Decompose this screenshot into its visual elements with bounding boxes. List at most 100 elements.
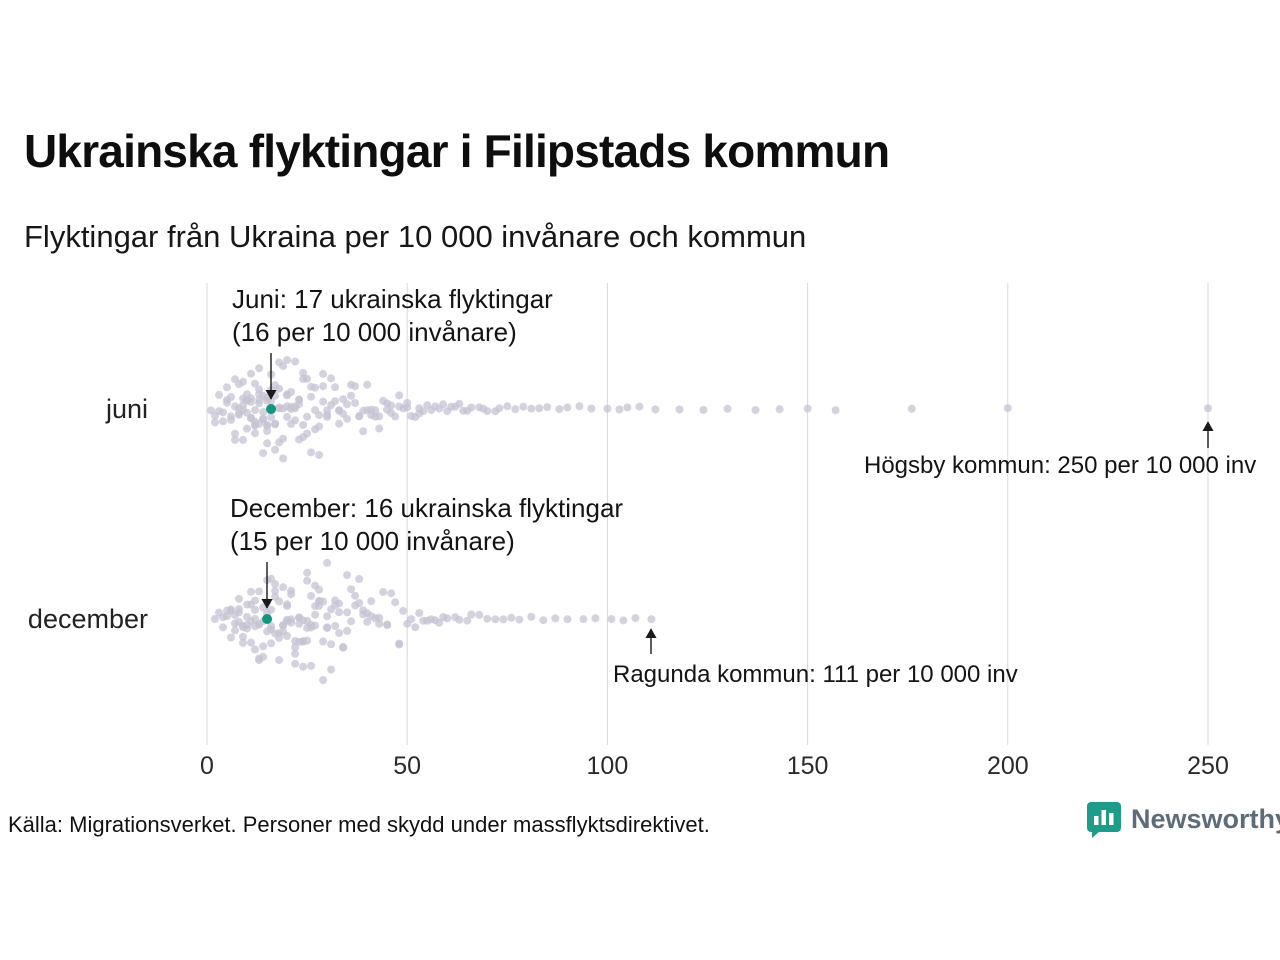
data-point	[507, 613, 516, 622]
newsworthy-logo[interactable]: Newsworthy	[1086, 801, 1280, 838]
data-point	[399, 606, 408, 615]
data-point	[343, 608, 352, 617]
data-point	[367, 597, 376, 606]
data-point	[263, 427, 272, 435]
data-point	[335, 629, 344, 638]
newsworthy-logo-text: Newsworthy	[1131, 804, 1280, 834]
data-point	[339, 643, 348, 652]
data-point	[723, 404, 732, 413]
data-point	[439, 400, 448, 409]
data-point	[443, 614, 452, 623]
data-point	[435, 618, 444, 627]
data-point	[415, 609, 424, 617]
data-point	[315, 411, 324, 420]
data-point	[387, 401, 396, 410]
data-point	[219, 623, 227, 632]
data-point	[351, 382, 360, 391]
data-point	[255, 399, 264, 408]
data-point	[651, 405, 660, 414]
data-point	[239, 435, 247, 444]
data-point	[495, 404, 504, 413]
data-point	[255, 587, 264, 596]
data-point	[675, 405, 684, 414]
data-point	[543, 403, 552, 412]
data-point	[375, 619, 384, 628]
data-point	[319, 382, 328, 391]
data-point	[247, 587, 255, 596]
data-point	[259, 449, 268, 458]
data-point	[515, 615, 524, 624]
data-point	[347, 617, 356, 626]
data-point	[539, 616, 548, 625]
annotation-december-line2: (15 per 10 000 invånare)	[230, 526, 515, 556]
data-point	[235, 594, 243, 603]
data-point	[1204, 404, 1212, 413]
data-point	[251, 406, 259, 415]
data-point	[323, 412, 332, 421]
data-point	[407, 615, 416, 624]
data-point	[363, 380, 372, 389]
annotation-juni-line2: (16 per 10 000 invånare)	[232, 317, 517, 347]
chart-subtitle: Flyktingar från Ukraina per 10 000 invån…	[24, 219, 807, 254]
row-label-december: december	[27, 604, 148, 634]
data-point	[331, 383, 340, 392]
data-point	[255, 385, 264, 394]
data-point	[467, 610, 476, 619]
data-point	[311, 610, 320, 619]
data-point	[455, 399, 464, 408]
highlighted-point	[262, 614, 273, 624]
data-point	[615, 405, 624, 414]
source-note: Källa: Migrationsverket. Personer med sk…	[8, 812, 710, 837]
data-point	[271, 580, 280, 589]
data-point	[259, 642, 268, 651]
data-point	[907, 404, 916, 413]
data-point	[287, 618, 296, 627]
newsworthy-bar-chart-icon	[1087, 802, 1121, 838]
data-point	[347, 391, 356, 400]
data-point	[211, 418, 219, 427]
data-point	[283, 602, 292, 611]
highlighted-point	[266, 404, 277, 414]
data-point	[375, 424, 384, 433]
data-point	[371, 406, 380, 415]
data-point	[751, 406, 760, 414]
data-point	[299, 662, 308, 671]
data-point	[315, 585, 324, 594]
data-point	[271, 445, 280, 454]
data-point	[211, 615, 219, 623]
data-point	[503, 402, 512, 411]
data-point	[579, 615, 588, 624]
data-point	[267, 413, 276, 422]
data-point	[563, 615, 572, 624]
data-point	[291, 649, 300, 658]
data-point	[527, 612, 536, 621]
data-point	[351, 591, 360, 600]
data-point	[223, 612, 231, 621]
data-point	[1003, 404, 1012, 413]
data-point	[307, 392, 316, 401]
data-point	[511, 405, 520, 414]
data-point	[323, 612, 332, 621]
data-point	[247, 638, 255, 647]
data-point	[303, 374, 312, 383]
annotation-juni-line1: Juni: 17 ukrainska flyktingar	[232, 284, 553, 314]
data-point	[271, 586, 280, 595]
data-point	[287, 590, 296, 599]
data-point	[279, 454, 288, 463]
data-point	[303, 429, 312, 438]
data-point	[231, 435, 239, 444]
data-point	[355, 599, 364, 607]
chart-title: Ukrainska flyktingar i Filipstads kommun	[24, 125, 890, 177]
annotation-december-highlight: December: 16 ukrainska flyktingar (15 pe…	[230, 492, 623, 558]
data-point	[335, 599, 344, 608]
data-point	[255, 364, 264, 373]
data-point	[299, 421, 308, 429]
data-point	[311, 383, 320, 392]
data-point	[227, 633, 235, 642]
data-point	[267, 605, 276, 614]
data-point	[227, 393, 235, 401]
data-point	[251, 605, 259, 614]
data-point	[319, 597, 328, 606]
data-point	[315, 451, 324, 459]
